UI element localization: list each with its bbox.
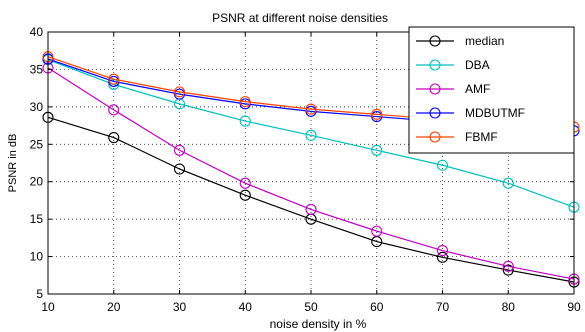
legend-label-fbmf: FBMF (465, 130, 498, 144)
data-point-amf (502, 260, 514, 272)
legend-marker-median (429, 35, 441, 47)
data-point-amf (108, 104, 120, 116)
legend-marker-mdbutmf (429, 107, 441, 119)
x-tick-label: 10 (41, 300, 55, 314)
x-tick-label: 70 (436, 300, 450, 314)
data-point-fbmf (239, 96, 251, 108)
y-tick-label: 5 (36, 287, 43, 301)
data-point-amf (436, 245, 449, 257)
y-tick-label: 40 (30, 25, 44, 39)
legend: median DBA AMF MDBUTMF FBMF (408, 26, 575, 154)
y-tick-label: 10 (30, 250, 44, 264)
series-line-dba (47, 59, 575, 208)
data-point-fbmf (371, 108, 383, 120)
legend-marker-fbmf (429, 131, 441, 143)
legend-label-median: median (465, 34, 504, 48)
data-point-median (173, 163, 186, 175)
x-tick-label: 60 (370, 300, 384, 314)
legend-marker-amf (429, 83, 441, 95)
data-point-amf (305, 203, 317, 215)
data-point-median (239, 189, 251, 201)
y-tick-label: 35 (30, 62, 44, 76)
chart-title: PSNR at different noise densities (212, 11, 388, 25)
x-axis-label: noise density in % (270, 317, 367, 331)
x-tick-label: 20 (107, 300, 121, 314)
data-point-median (502, 264, 514, 276)
legend-label-dba: DBA (465, 58, 490, 72)
y-axis-label: PSNR in dB (7, 134, 19, 193)
legend-marker-dba (429, 59, 441, 71)
y-tick-label: 25 (30, 137, 44, 151)
x-tick-label: 80 (502, 300, 516, 314)
data-point-amf (371, 225, 383, 237)
data-point-dba (305, 129, 317, 141)
series-line-median (47, 116, 575, 283)
data-point-dba (371, 144, 383, 156)
y-tick-label: 20 (30, 175, 44, 189)
y-tick-label: 15 (30, 212, 44, 226)
data-point-dba (436, 159, 449, 171)
legend-label-mdbutmf: MDBUTMF (465, 106, 525, 120)
legend-label-amf: AMF (465, 82, 490, 96)
data-point-fbmf (173, 86, 186, 98)
x-tick-label: 50 (304, 300, 318, 314)
series-lines (42, 51, 580, 288)
x-tick-label: 40 (239, 300, 253, 314)
data-point-fbmf (305, 103, 317, 115)
data-point-median (436, 251, 449, 263)
series-line-amf (47, 67, 575, 280)
data-point-fbmf (108, 73, 120, 85)
data-point-dba (502, 177, 514, 189)
data-point-median (108, 131, 120, 144)
x-tick-label: 90 (567, 300, 581, 314)
x-tick-label: 30 (173, 300, 187, 314)
data-point-amf (239, 177, 251, 189)
data-point-dba (239, 115, 251, 127)
y-tick-label: 30 (30, 100, 44, 114)
data-point-amf (173, 144, 186, 156)
